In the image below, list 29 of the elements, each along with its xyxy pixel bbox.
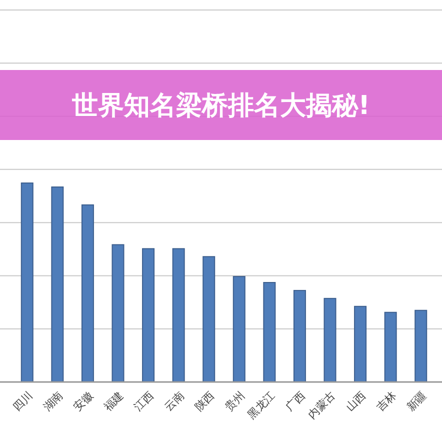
bar: [263, 282, 276, 382]
bar: [293, 290, 306, 382]
x-tick-label: 吉林: [374, 388, 399, 414]
x-tick-label: 江西: [132, 388, 156, 414]
bar: [202, 256, 216, 382]
x-tick-label: 黑龙江: [245, 388, 278, 422]
bar: [414, 310, 428, 382]
bar: [172, 248, 185, 382]
bar: [324, 298, 336, 382]
bar: [51, 186, 64, 382]
x-tick-label: 山西: [344, 388, 368, 414]
x-tick-label: 福建: [101, 388, 126, 414]
bar: [142, 248, 155, 382]
x-tick-label: 湖南: [40, 388, 66, 414]
bar: [112, 244, 124, 382]
bar: [354, 306, 367, 382]
x-tick-label: 内蒙古: [306, 388, 338, 422]
chart-title: 世界知名梁桥排名大揭秘!: [71, 91, 370, 121]
bar: [20, 182, 34, 382]
bar: [81, 204, 94, 382]
bar: [384, 312, 397, 382]
x-tick-label: 广西: [283, 388, 308, 414]
bar: [232, 276, 246, 382]
x-tick-label: 贵州: [222, 388, 248, 414]
x-tick-label: 陕西: [192, 388, 217, 414]
x-tick-label: 云南: [162, 388, 187, 414]
x-tick-label: 四川: [10, 388, 36, 414]
x-tick-label: 安徽: [71, 388, 96, 414]
x-tick-label: 新疆: [404, 388, 429, 414]
